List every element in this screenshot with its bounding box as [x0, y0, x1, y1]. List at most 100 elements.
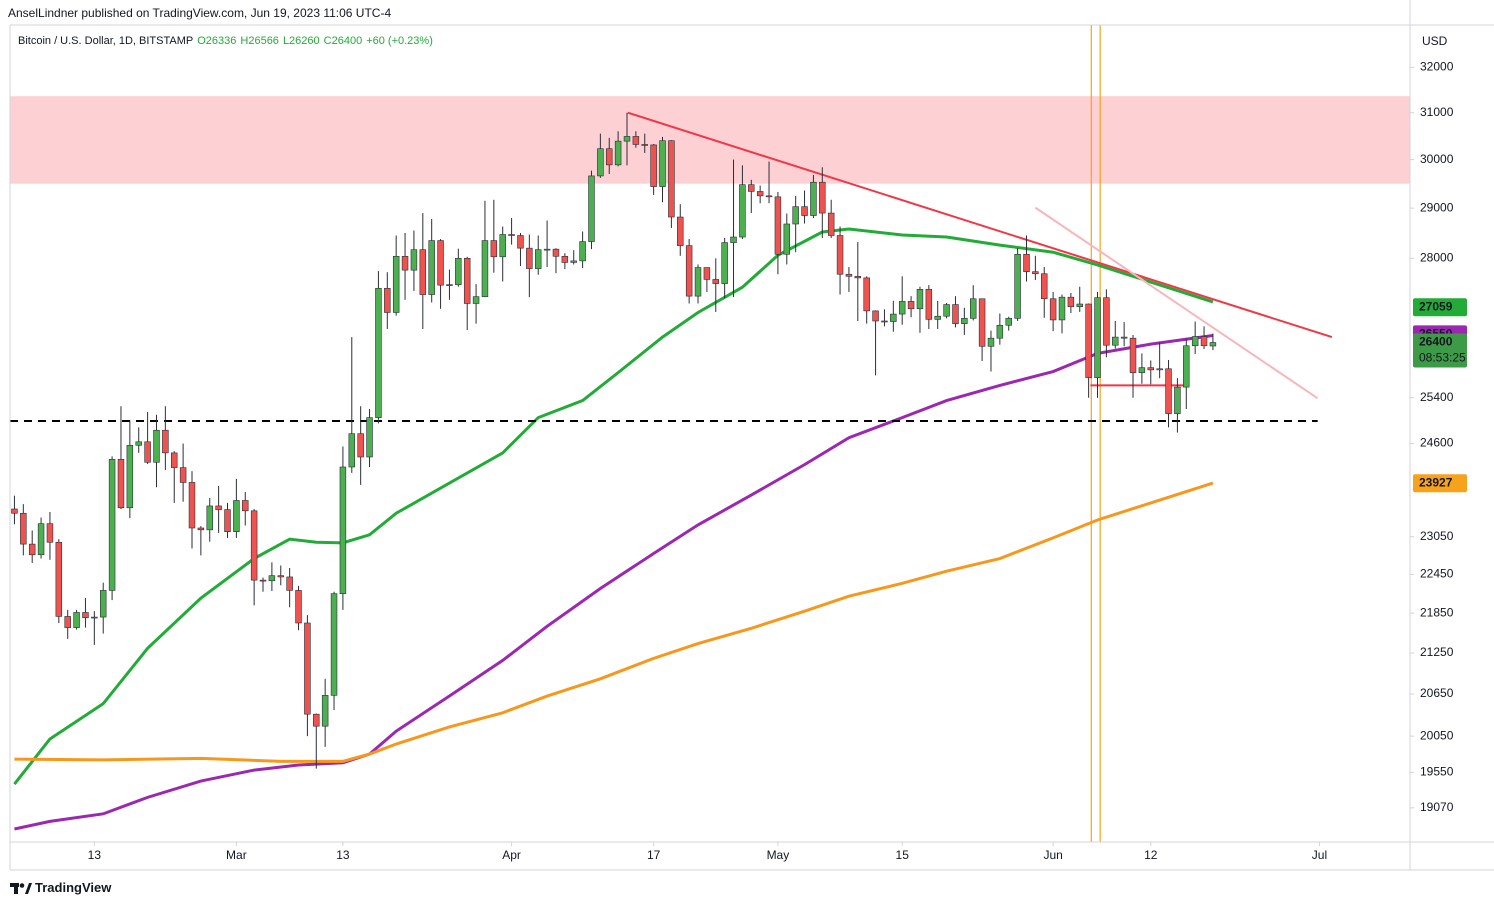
- candle-body: [277, 575, 284, 578]
- candle-body: [259, 579, 267, 582]
- candle-body: [73, 612, 80, 628]
- candle-body: [1200, 336, 1208, 347]
- candle-body: [108, 459, 116, 591]
- y-tick-label: 19550: [1420, 764, 1454, 778]
- candle-body: [890, 313, 897, 322]
- x-tick-label: Mar: [226, 848, 247, 862]
- candle-body: [295, 590, 302, 624]
- price-label: 23927: [1419, 475, 1453, 489]
- symbol-title: Bitcoin / U.S. Dollar, 1D, BITSTAMP: [18, 35, 194, 47]
- candle-body: [304, 622, 311, 715]
- candle-body: [1085, 303, 1092, 378]
- candle-body: [570, 260, 577, 263]
- candle-body: [907, 301, 915, 310]
- y-tick-label: 29000: [1420, 200, 1454, 214]
- candle-body: [1049, 298, 1057, 321]
- candle-body: [614, 140, 622, 166]
- candle-body: [668, 140, 675, 218]
- candle-body: [730, 236, 737, 243]
- x-tick-label: 13: [336, 848, 350, 862]
- candle-body: [472, 296, 480, 304]
- candle-body: [1005, 318, 1012, 326]
- candle-body: [925, 289, 933, 320]
- candle-body: [943, 304, 950, 317]
- candle-body: [1014, 253, 1021, 319]
- candle-body: [588, 175, 595, 242]
- candle-body: [171, 452, 178, 468]
- candle-body: [978, 298, 986, 347]
- candle-body: [339, 466, 347, 594]
- candle-body: [508, 234, 515, 236]
- candle-body: [1076, 303, 1083, 307]
- candle-body: [20, 512, 27, 545]
- trendline: [627, 111, 1333, 339]
- candle-body: [1165, 368, 1172, 414]
- candle-body: [739, 184, 746, 238]
- logo: [10, 882, 32, 894]
- candle-body: [561, 255, 569, 263]
- candle-body: [126, 444, 134, 509]
- candle-body: [99, 590, 107, 618]
- candle-body: [428, 240, 435, 295]
- candle-body: [526, 247, 533, 269]
- y-tick-label: 19070: [1420, 800, 1454, 814]
- candle-body: [641, 144, 648, 146]
- x-tick-label: 13: [88, 848, 102, 862]
- candle-body: [117, 459, 125, 509]
- candle-body: [748, 184, 755, 192]
- candle-body: [286, 576, 293, 591]
- candle-body: [384, 287, 391, 313]
- candle-body: [1174, 386, 1181, 414]
- candle-body: [881, 320, 888, 323]
- moving-average: [14, 481, 1214, 763]
- candle-body: [348, 433, 356, 468]
- candle-body: [321, 695, 329, 727]
- y-tick-label: 31000: [1420, 105, 1454, 119]
- candle-body: [1209, 342, 1217, 347]
- price-label-box: [1413, 474, 1467, 493]
- candle-body: [597, 148, 604, 177]
- candle-body: [854, 276, 862, 279]
- candle-body: [827, 212, 835, 236]
- symbol-legend: Bitcoin / U.S. Dollar, 1D, BITSTAMP O2633…: [18, 35, 433, 47]
- candle-body: [375, 287, 382, 418]
- candle-body: [650, 144, 657, 187]
- candle-body: [410, 249, 418, 271]
- y-tick-label: 21250: [1420, 645, 1454, 659]
- moving-average: [14, 333, 1214, 831]
- candle-body: [366, 417, 373, 458]
- candle-body: [774, 196, 782, 255]
- candle-body: [703, 267, 711, 280]
- candle-body: [783, 223, 791, 255]
- y-tick-label: 24600: [1420, 436, 1454, 450]
- candle-body: [144, 441, 151, 463]
- candle-body: [1183, 345, 1190, 388]
- x-tick-label: May: [767, 848, 790, 862]
- candle-body: [934, 315, 941, 320]
- publish-header: AnselLindner published on TradingView.co…: [8, 6, 392, 20]
- ohlc-value: O26336: [197, 35, 237, 47]
- candle-body: [1032, 271, 1039, 275]
- candle-body: [721, 242, 728, 284]
- y-tick-label: 20650: [1420, 686, 1454, 700]
- candle-body: [801, 206, 808, 216]
- candle-body: [845, 273, 853, 277]
- candle-body: [969, 298, 977, 319]
- candle-body: [224, 509, 231, 532]
- price-label-box: [1413, 298, 1467, 317]
- candle-body: [961, 318, 968, 324]
- price-label: 27059: [1419, 299, 1453, 313]
- candle-body: [1058, 296, 1066, 321]
- candle-body: [1067, 296, 1075, 307]
- x-tick-label: Jun: [1043, 848, 1062, 862]
- x-tick-label: 12: [1144, 848, 1158, 862]
- candle-body: [632, 136, 640, 145]
- candle-body: [197, 527, 205, 531]
- candle-body: [330, 593, 338, 696]
- candle-body: [135, 441, 142, 446]
- candle-body: [419, 249, 427, 295]
- candle-body: [659, 140, 666, 187]
- footer-brand: TradingView: [35, 880, 112, 895]
